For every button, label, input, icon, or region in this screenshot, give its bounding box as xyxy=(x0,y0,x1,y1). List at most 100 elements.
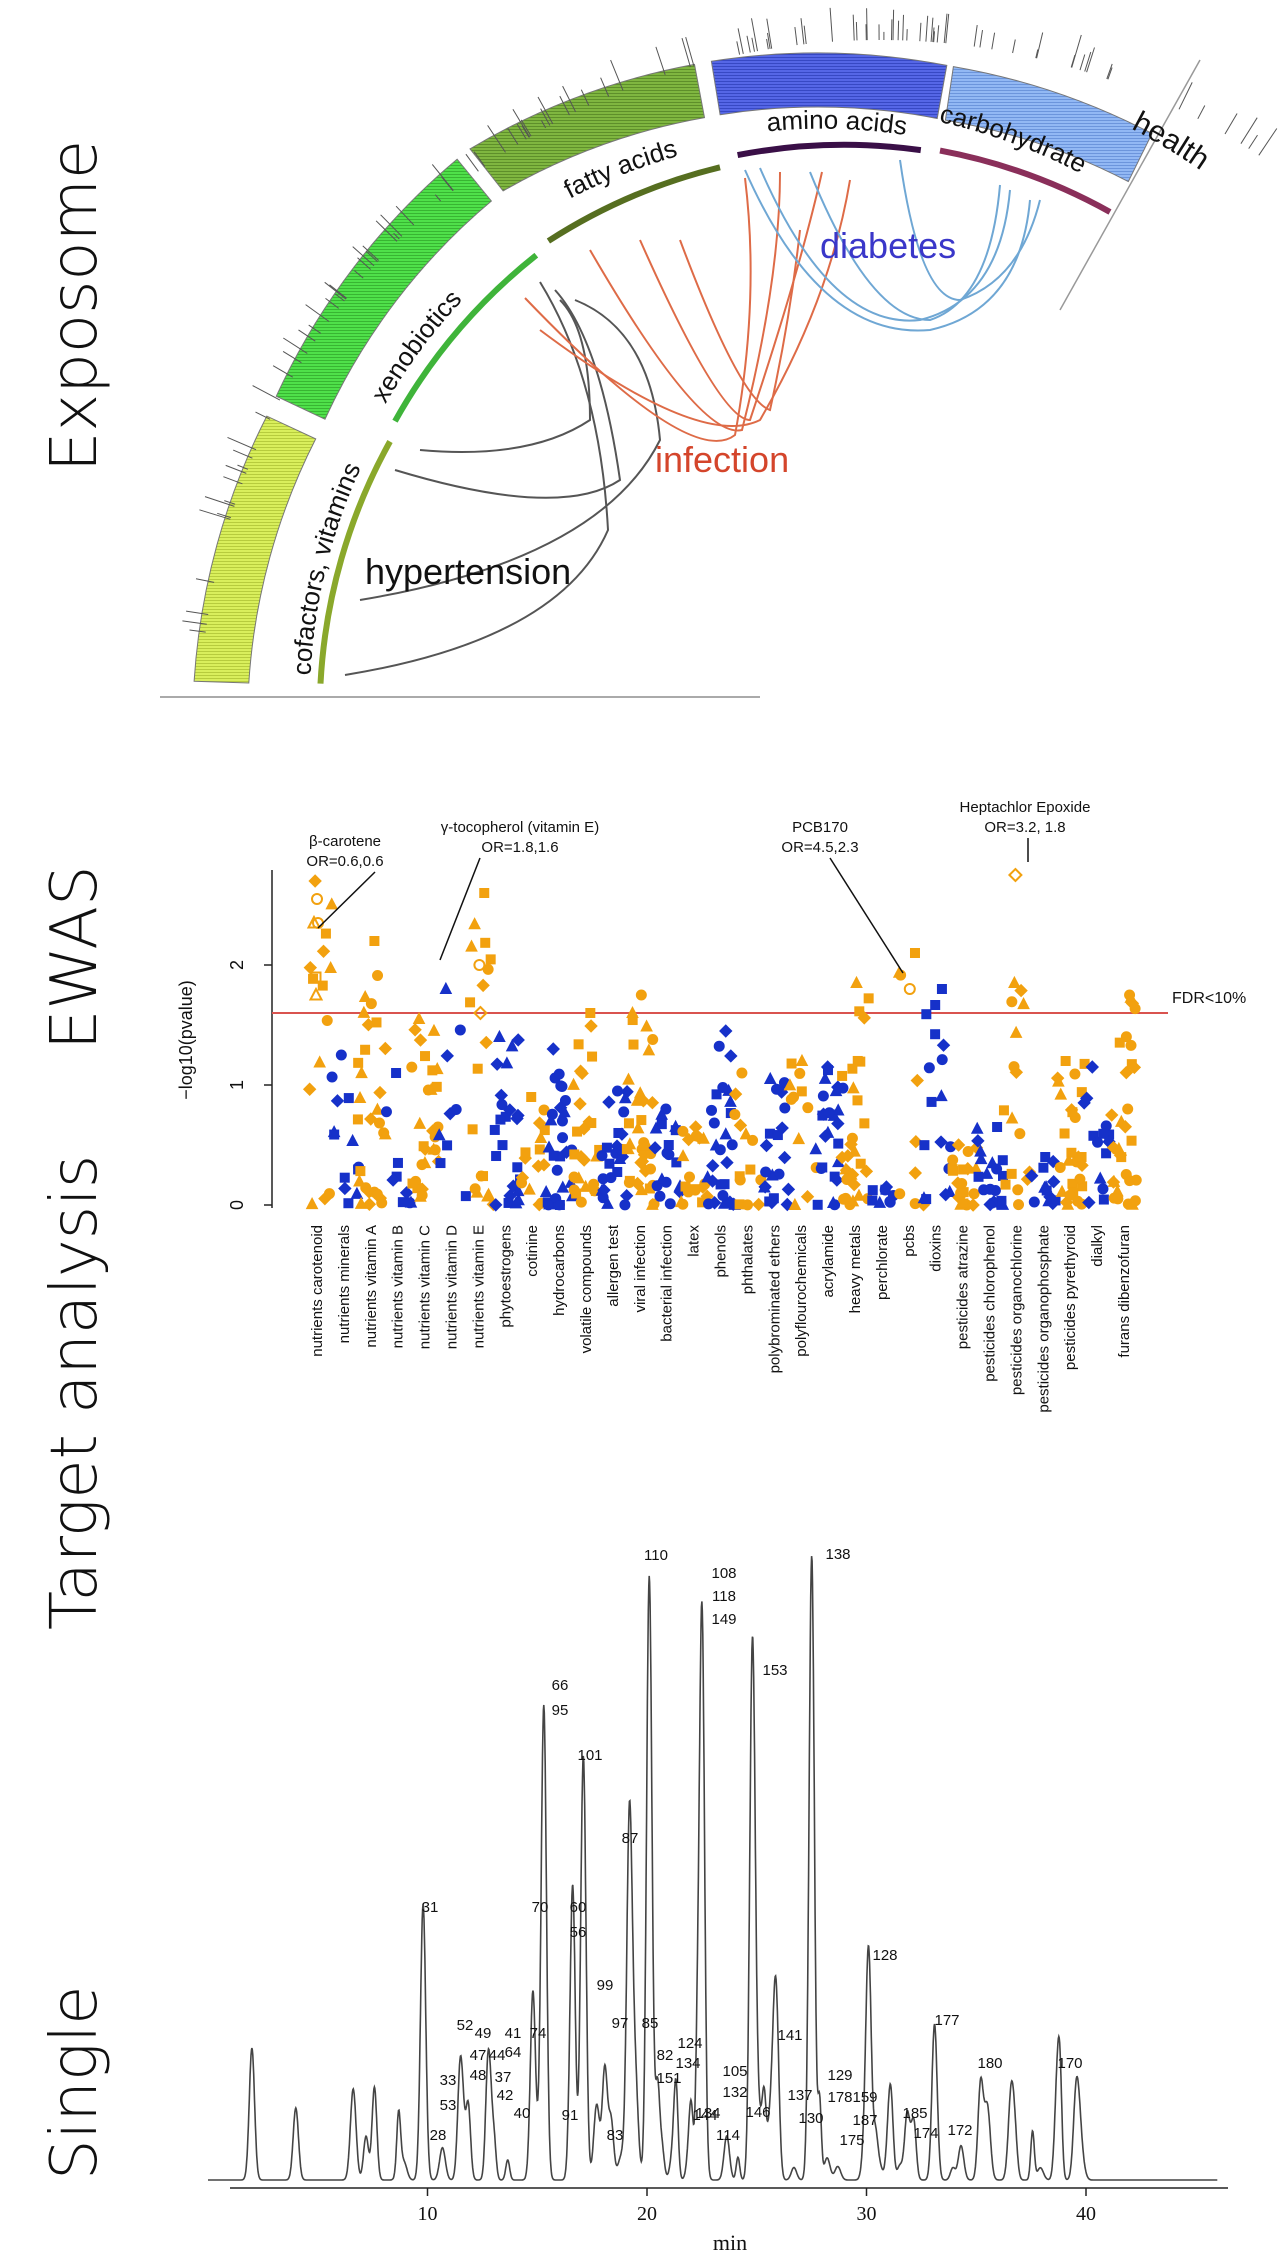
ewas-point xyxy=(1041,1185,1052,1196)
chrom-peak-label: 40 xyxy=(514,2105,531,2122)
band-spike xyxy=(520,119,532,137)
ewas-point xyxy=(505,1039,519,1052)
band-spike xyxy=(736,41,741,55)
ewas-y-ticks: 0 1 2 xyxy=(227,960,272,1210)
band-spike xyxy=(357,257,372,270)
ewas-point xyxy=(664,1198,676,1210)
ewas-point xyxy=(308,973,319,984)
chrom-peak-label: 42 xyxy=(497,2087,514,2104)
ewas-point xyxy=(532,1116,547,1130)
band-spike xyxy=(1248,134,1258,149)
ewas-point xyxy=(308,874,322,888)
ewas-point xyxy=(526,1092,537,1102)
outcome-infection: infection xyxy=(655,439,789,480)
band-spike xyxy=(562,85,577,113)
ewas-point xyxy=(648,1141,662,1155)
ewas-point xyxy=(777,1150,792,1165)
ewas-point xyxy=(701,1170,714,1183)
ewas-point xyxy=(542,1199,554,1211)
ewas-point xyxy=(728,1087,743,1101)
ewas-point xyxy=(626,1005,639,1019)
ewas-point xyxy=(412,1011,426,1024)
chrom-peak-label: 138 xyxy=(825,1546,850,1563)
ewas-point xyxy=(575,1066,589,1081)
ewas-point xyxy=(1105,1108,1119,1122)
ewas-category-label: nutrients vitamin E xyxy=(470,1225,487,1348)
chrom-peak-label: 82 xyxy=(657,2047,674,2064)
chrom-x-tick-label: 30 xyxy=(857,2203,877,2225)
ewas-point xyxy=(357,1005,371,1018)
ewas-point xyxy=(634,1155,648,1170)
ewas-point xyxy=(330,1094,345,1108)
ewas-point xyxy=(855,1158,866,1169)
ewas-point xyxy=(1006,996,1018,1008)
band-spike xyxy=(559,95,570,116)
band-spike xyxy=(540,108,551,126)
band-spike xyxy=(925,15,929,42)
ewas-point xyxy=(763,1071,777,1084)
ewas-point xyxy=(1098,1128,1109,1139)
chrom-peak-label: 33 xyxy=(440,2072,457,2089)
annotation-beta-carotene: β-carotene xyxy=(309,833,381,850)
band-amino-acids xyxy=(710,52,948,120)
ewas-point xyxy=(392,1157,403,1168)
ewas-category-label: perchlorate xyxy=(874,1225,891,1300)
ewas-point xyxy=(320,928,331,939)
band-spike xyxy=(1178,82,1193,110)
ewas-manhattan-chart: 0 1 2 −log10(pvalue) FDR<10% nutrients car… xyxy=(176,799,1246,1413)
band-spike xyxy=(395,205,415,226)
ewas-point xyxy=(1008,975,1021,988)
ewas-point xyxy=(584,1019,598,1033)
ewas-point xyxy=(822,1065,833,1076)
ewas-point xyxy=(873,1195,887,1208)
ewas-category-label: nutrients vitamin C xyxy=(417,1225,434,1349)
ewas-point xyxy=(844,1137,858,1152)
ewas-point xyxy=(551,1164,563,1176)
chrom-peak-label: 178 xyxy=(827,2089,852,2106)
ewas-point xyxy=(1005,1111,1019,1124)
ewas-point xyxy=(361,1018,376,1032)
annotation-heptachlor: Heptachlor Epoxide xyxy=(960,799,1091,816)
ewas-point xyxy=(1082,1195,1096,1210)
chrom-peak-label: 31 xyxy=(422,1899,439,1916)
ewas-point xyxy=(476,978,490,993)
ewas-point xyxy=(373,1117,385,1129)
ewas-point xyxy=(1101,1148,1112,1159)
annotation-tocopherol-or: OR=1.8,1.6 xyxy=(481,839,558,856)
fdr-label: FDR<10% xyxy=(1172,990,1246,1007)
ewas-point xyxy=(677,1125,689,1137)
ewas-point xyxy=(587,1051,598,1062)
band-spike xyxy=(255,411,271,420)
ewas-point xyxy=(1060,1056,1071,1066)
ewas-point xyxy=(531,1159,546,1173)
ewas-point xyxy=(630,1176,645,1191)
ewas-point xyxy=(512,1162,523,1173)
ewas-point xyxy=(335,1049,347,1061)
ewas-point xyxy=(1124,990,1138,1003)
ewas-point xyxy=(1059,1128,1070,1139)
ewas-point xyxy=(539,1125,550,1136)
band-spike xyxy=(540,120,547,129)
chrom-peak-label: 105 xyxy=(722,2063,747,2080)
band-spike xyxy=(473,151,486,167)
ewas-point xyxy=(313,1055,326,1068)
ewas-point xyxy=(378,1041,393,1056)
ewas-point xyxy=(469,1183,481,1195)
band-spike xyxy=(892,9,895,41)
ewas-point xyxy=(663,1140,674,1151)
ewas-point xyxy=(346,1133,359,1147)
ewas-point xyxy=(642,1043,656,1056)
ewas-point xyxy=(867,1185,878,1196)
ewas-point xyxy=(1040,1152,1051,1162)
ewas-point xyxy=(962,1145,974,1157)
ewas-point xyxy=(493,1029,506,1042)
ewas-point xyxy=(720,1155,734,1170)
ewas-point xyxy=(997,1155,1008,1166)
ewas-category-label: pcbs xyxy=(901,1225,918,1257)
ewas-point xyxy=(706,1104,718,1116)
band-spike xyxy=(580,89,590,106)
chrom-peak-label: 108 xyxy=(711,1565,736,1582)
chrom-peak-label: 180 xyxy=(977,2055,1002,2072)
ewas-point xyxy=(936,1038,951,1052)
ewas-point xyxy=(1054,1087,1068,1100)
